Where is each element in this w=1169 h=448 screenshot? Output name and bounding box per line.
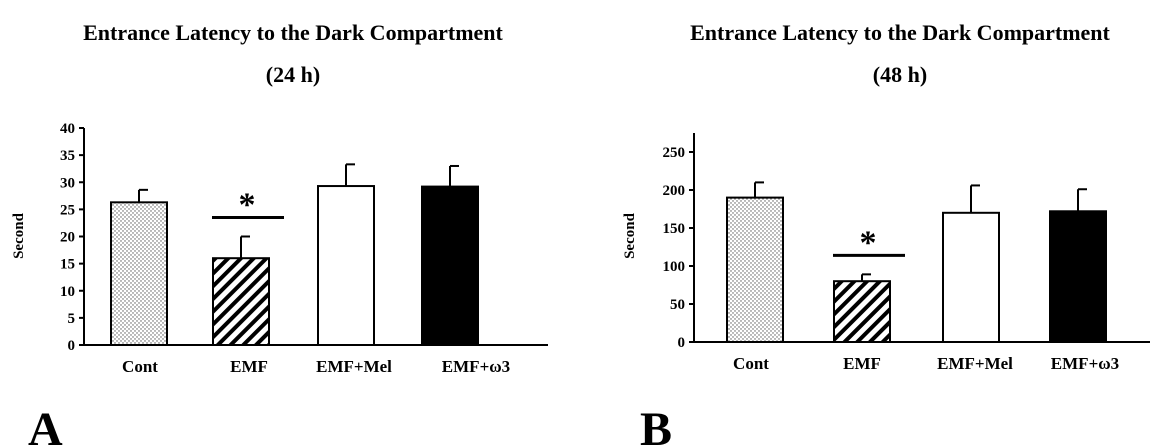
- chart-b-bar-1: [833, 280, 891, 344]
- chart-b-bar-3: [1049, 210, 1107, 343]
- chart-b-ylabel: Second: [622, 212, 638, 259]
- chart-a-title: Entrance Latency to the Dark Compartment: [83, 20, 503, 45]
- chart-b-category-label-0: Cont: [733, 354, 769, 373]
- chart-a-plot: 0 5 10 15 20 25 30 35 40 Cont EMF EMF+Mel EMF+ω3 *: [60, 121, 548, 376]
- chart-b-y-tick-label: 200: [663, 183, 686, 199]
- chart-a-ylabel: Second: [11, 212, 27, 259]
- chart-panel-b: Entrance Latency to the Dark Compartment…: [622, 20, 1150, 448]
- chart-b-bar-0: [726, 196, 784, 343]
- chart-b-error-bar-3: [1077, 188, 1087, 212]
- chart-a-y-tick-label: 10: [60, 284, 75, 300]
- chart-b-title: Entrance Latency to the Dark Compartment: [690, 20, 1110, 45]
- chart-a-category-label-2: EMF+Mel: [316, 357, 392, 376]
- chart-a-error-bar-1: [240, 235, 250, 259]
- chart-a-error-bar-2: [345, 163, 355, 187]
- chart-a-y-tick-label: 20: [60, 230, 75, 246]
- chart-a-error-bar-0: [138, 188, 148, 203]
- chart-b-subtitle: (48 h): [873, 62, 927, 87]
- chart-a-subtitle: (24 h): [266, 62, 320, 87]
- chart-a-y-tick-label: 15: [60, 257, 75, 273]
- chart-b-category-label-2: EMF+Mel: [937, 354, 1013, 373]
- chart-b-error-bar-1: [861, 273, 871, 282]
- chart-b-error-bar-2: [970, 184, 980, 213]
- chart-a-bar-0: [110, 201, 168, 346]
- chart-b-significance-marker: *: [860, 224, 877, 261]
- chart-a-y-tick-label: 30: [60, 175, 75, 191]
- chart-a-bar-2: [317, 185, 375, 346]
- chart-a-panel-label: A: [28, 403, 63, 448]
- chart-a-significance-marker: *: [239, 187, 256, 224]
- chart-a-category-label-0: Cont: [122, 357, 158, 376]
- chart-panel-a: Entrance Latency to the Dark Compartment…: [11, 20, 548, 448]
- chart-a-y-tick-label: 25: [60, 202, 75, 218]
- chart-b-error-bar-0: [754, 181, 764, 198]
- chart-a-y-tick-label: 5: [68, 311, 76, 327]
- chart-b-y-tick-label: 100: [663, 259, 686, 275]
- chart-b-panel-label: B: [640, 403, 672, 448]
- chart-a-y-tick-label: 40: [60, 121, 75, 137]
- chart-a-error-bar-3: [449, 164, 459, 187]
- chart-a-bar-3: [421, 185, 479, 346]
- chart-a-y-tick-label: 35: [60, 148, 75, 164]
- chart-a-y-tick-label: 0: [68, 338, 76, 354]
- chart-b-y-tick-label: 0: [678, 335, 686, 351]
- chart-a-category-label-1: EMF: [230, 357, 268, 376]
- chart-b-y-tick-label: 250: [663, 145, 686, 161]
- chart-b-plot: 0 50 100 150 200 250 Cont EMF EMF+Mel EMF+ω3 *: [663, 133, 1150, 373]
- chart-b-y-tick-label: 50: [670, 297, 685, 313]
- chart-a-bar-1: [212, 257, 270, 347]
- chart-b-category-label-3: EMF+ω3: [1051, 354, 1119, 373]
- chart-a-category-label-3: EMF+ω3: [442, 357, 510, 376]
- chart-b-y-tick-label: 150: [663, 221, 686, 237]
- chart-b-bar-2: [942, 211, 1000, 343]
- chart-b-category-label-1: EMF: [843, 354, 881, 373]
